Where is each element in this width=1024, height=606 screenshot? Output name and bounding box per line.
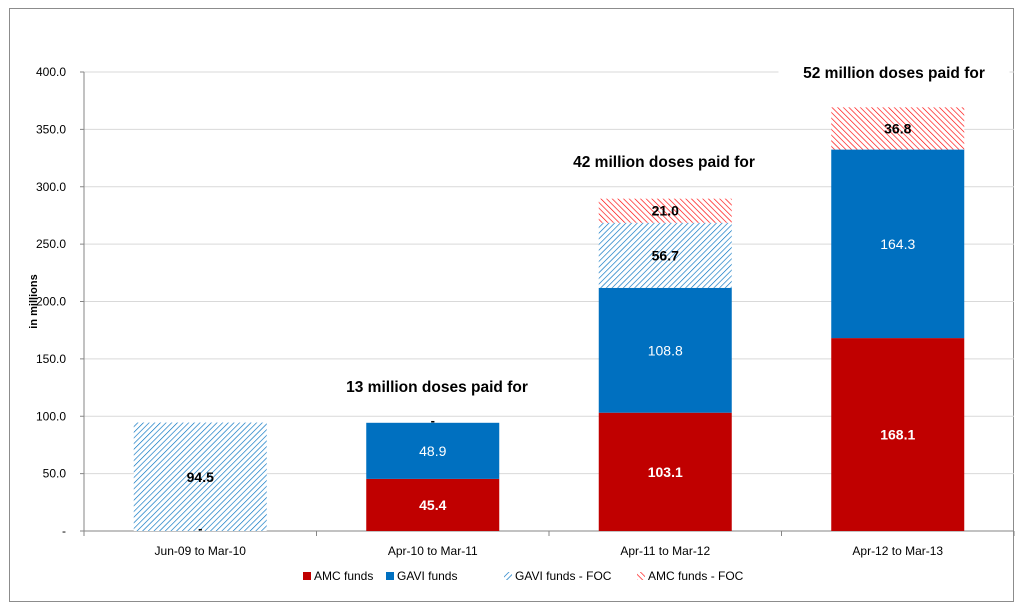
bar-segment bbox=[598, 198, 732, 223]
bar-segment bbox=[598, 222, 732, 288]
annotations: 13 million doses paid for 42 million dose… bbox=[321, 61, 1010, 399]
legend-swatch bbox=[637, 572, 645, 580]
y-tick-label: 400.0 bbox=[36, 65, 66, 79]
bar-segment bbox=[598, 287, 732, 413]
bars bbox=[133, 107, 965, 531]
data-label: 56.7 bbox=[652, 247, 679, 263]
legend-swatch bbox=[386, 572, 394, 580]
data-label: - bbox=[431, 413, 435, 428]
legend-swatch bbox=[303, 572, 311, 580]
bar-segment bbox=[831, 338, 965, 531]
bar-segment bbox=[598, 412, 732, 531]
annotation-background bbox=[548, 150, 780, 174]
data-label: 36.8 bbox=[884, 120, 911, 136]
y-tick-label: 300.0 bbox=[36, 180, 66, 194]
x-tick-label: Apr-11 to Mar-12 bbox=[620, 544, 710, 558]
data-labels: - 94.5 45.4 48.9 - 103.1 108.8 56.7 21.0 168.1 164… bbox=[187, 120, 916, 536]
legend-label: GAVI funds - FOC bbox=[515, 569, 612, 583]
data-label: 103.1 bbox=[648, 464, 683, 480]
data-label: 48.9 bbox=[419, 443, 446, 459]
bar-segment bbox=[366, 478, 500, 531]
bar-segment bbox=[831, 149, 965, 339]
y-axis-title: in millions bbox=[28, 274, 40, 328]
annotation-background bbox=[321, 375, 553, 399]
x-tick-label: Apr-10 to Mar-11 bbox=[388, 544, 478, 558]
chart-frame bbox=[9, 8, 1014, 602]
legend-swatch bbox=[504, 572, 512, 580]
data-label: 21.0 bbox=[652, 203, 679, 219]
legend-label: AMC funds - FOC bbox=[648, 569, 744, 583]
data-label: 168.1 bbox=[880, 427, 915, 443]
bar-segment bbox=[133, 422, 267, 531]
y-tick-label: 50.0 bbox=[43, 467, 67, 481]
annotation-label: 13 million doses paid for bbox=[346, 379, 528, 396]
data-label: 108.8 bbox=[648, 342, 683, 358]
y-tick-label: - bbox=[62, 524, 66, 538]
y-tick-label: 350.0 bbox=[36, 122, 66, 136]
annotation-background bbox=[778, 61, 1010, 85]
bar-segment bbox=[366, 422, 500, 479]
data-label: 45.4 bbox=[419, 497, 446, 513]
x-tick-label: Jun-09 to Mar-10 bbox=[155, 544, 247, 558]
annotation-label: 42 million doses paid for bbox=[573, 154, 755, 171]
data-label: 94.5 bbox=[187, 469, 214, 485]
legend: AMC funds GAVI funds GAVI funds - FOC AMC f… bbox=[303, 569, 744, 583]
annotation-label: 52 million doses paid for bbox=[803, 65, 985, 82]
y-tick-label: 250.0 bbox=[36, 237, 66, 251]
bar-segment bbox=[831, 107, 965, 150]
y-tick-label: 100.0 bbox=[36, 409, 66, 423]
data-label: 164.3 bbox=[880, 236, 915, 252]
data-label: - bbox=[198, 521, 202, 536]
legend-label: GAVI funds bbox=[397, 569, 457, 583]
axes: - 50.0 100.0 150.0 200.0 250.0 300.0 350.0 400.0… bbox=[28, 65, 1015, 558]
y-tick-label: 150.0 bbox=[36, 352, 66, 366]
y-tick-label: 200.0 bbox=[36, 295, 66, 309]
x-tick-label: Apr-12 to Mar-13 bbox=[852, 544, 943, 558]
legend-label: AMC funds bbox=[314, 569, 373, 583]
